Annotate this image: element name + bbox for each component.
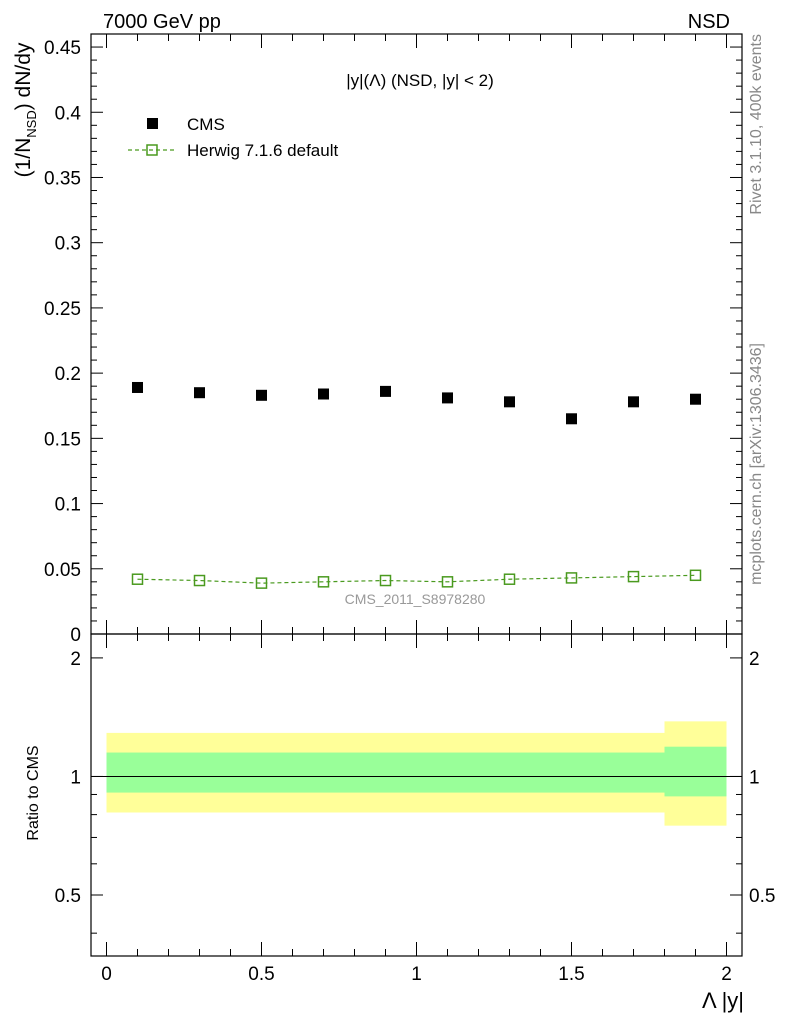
header-right-label: NSD [688, 11, 730, 33]
main-ytick-label: 0.35 [44, 168, 81, 189]
cms-point [566, 413, 577, 425]
main-ytick-label: 0.2 [55, 364, 81, 385]
ratio-xtick-label: 0 [101, 964, 112, 985]
herwig-point [627, 570, 640, 583]
main-ytick-label: 0.3 [55, 234, 81, 255]
ratio-ytick-label: 1 [70, 767, 81, 788]
cms-point [256, 389, 267, 401]
herwig-point [193, 574, 206, 587]
herwig-line [137, 574, 696, 584]
ratio-ytick-label-right: 2 [749, 649, 760, 670]
cms-point [194, 387, 205, 399]
cms-point [132, 381, 143, 393]
ratio-panel-axes: 0.5 0.5 1 1 2 2 0 0.5 1 1.5 2 [55, 633, 775, 985]
herwig-point [131, 573, 144, 585]
svg-text:(1/NNSD) dN/dy: (1/NNSD) dN/dy [12, 42, 39, 177]
cms-point [442, 392, 453, 404]
main-panel-marks [131, 381, 702, 589]
main-ytick-label: 0.15 [44, 429, 81, 450]
ratio-ytick-label: 2 [70, 649, 81, 670]
herwig-point [379, 574, 392, 587]
side-label-mcplots: mcplots.cern.ch [arXiv:1306.3436] [748, 343, 765, 585]
cms-point [628, 396, 639, 408]
cms-point [504, 396, 515, 408]
main-title-group: |y|(Λ) (NSD, |y| < 2) [346, 71, 494, 90]
ratio-ytick-label-right: 0.5 [749, 886, 775, 907]
cms-point [318, 388, 329, 400]
ratio-band-inner [106, 752, 665, 793]
ratio-xtick-label: 0.5 [248, 964, 274, 985]
ratio-panel-bands [91, 721, 742, 826]
ratio-xtick-label: 1.5 [558, 964, 584, 985]
legend-herwig-label: Herwig 7.1.6 default [187, 141, 338, 160]
header-left-label: 7000 GeV pp [103, 11, 221, 33]
main-ytick-label: 0.25 [44, 299, 81, 320]
ratio-band-inner [664, 746, 727, 797]
ratio-ylabel: Ratio to CMS [25, 745, 42, 840]
herwig-point [503, 573, 516, 585]
main-ytick-label: 0.4 [55, 103, 82, 124]
ratio-xtick-label: 1 [411, 964, 422, 985]
herwig-point [565, 572, 578, 584]
side-label-rivet: Rivet 3.1.10, 400k events [748, 34, 765, 215]
main-ytick-label: 0 [70, 625, 81, 646]
main-ytick-label: 0.05 [44, 560, 81, 581]
legend-cms-marker [147, 118, 158, 129]
herwig-point [255, 577, 268, 589]
ratio-xtick-label: 2 [721, 964, 732, 985]
watermark-label: CMS_2011_S8978280 [345, 591, 486, 607]
main-chart-title: |y|(Λ) (NSD, |y| < 2) [346, 71, 494, 90]
ratio-ytick-label-right: 1 [749, 767, 760, 788]
main-ytick-label: 0.45 [44, 38, 81, 59]
ratio-ytick-label: 0.5 [55, 886, 81, 907]
legend: CMS Herwig 7.1.6 default [128, 115, 338, 160]
legend-cms-label: CMS [187, 115, 225, 134]
main-ytick-label: 0.1 [55, 495, 81, 516]
cms-point [690, 393, 701, 405]
herwig-point [441, 576, 454, 588]
ratio-xlabel: Λ |y| [702, 988, 744, 1013]
legend-herwig-marker [146, 144, 158, 156]
main-ylabel: (1/NNSD) dN/dy [12, 42, 39, 177]
cms-point [380, 385, 391, 397]
herwig-point [689, 569, 702, 582]
herwig-point [317, 576, 330, 588]
